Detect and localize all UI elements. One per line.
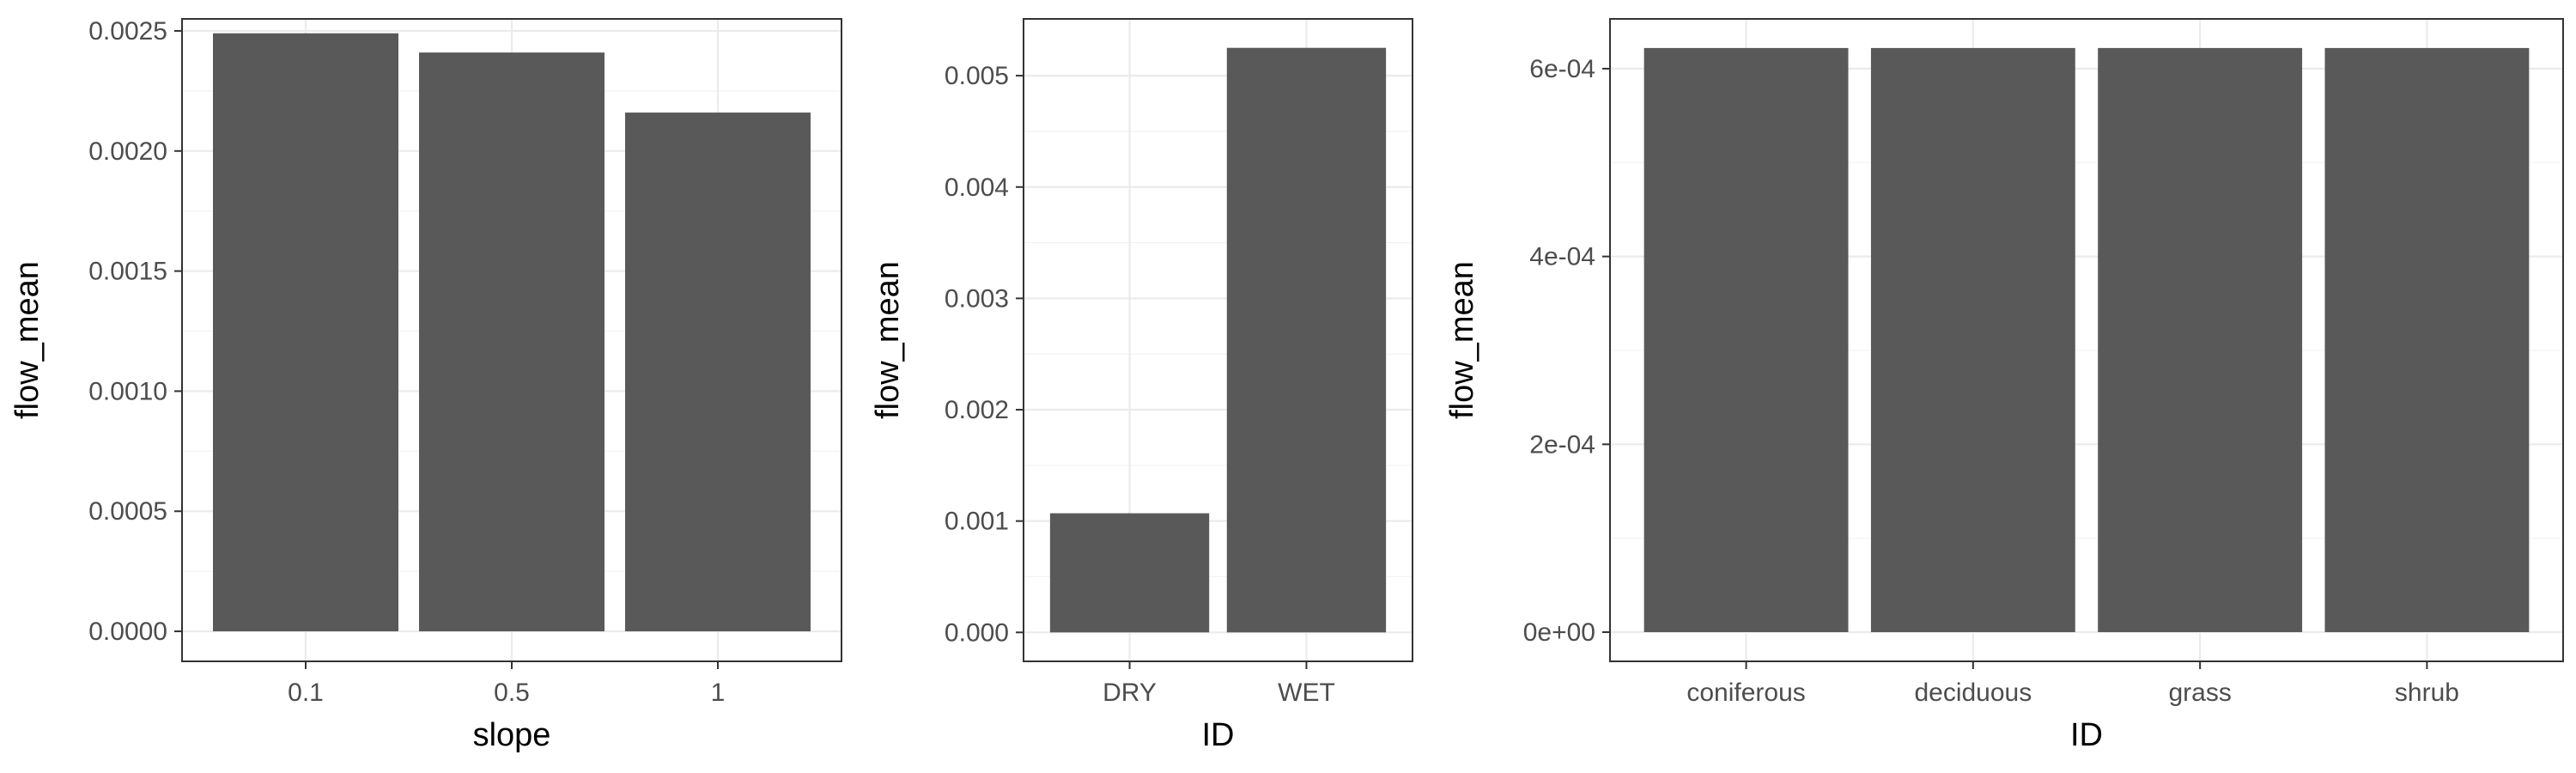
bar (625, 113, 811, 632)
y-tick-label: 0.005 (945, 62, 1009, 90)
y-tick-label: 0.002 (945, 396, 1009, 424)
y-tick-label: 0e+00 (1523, 618, 1595, 647)
y-tick-label: 0.001 (945, 508, 1009, 536)
panel-border (1023, 18, 1413, 662)
y-tick-label: 4e-04 (1529, 243, 1595, 271)
y-tick-label: 0.003 (945, 284, 1009, 313)
bar (2098, 47, 2303, 632)
y-tick-label: 0.0000 (88, 618, 167, 646)
x-tick-label: coniferous (1686, 679, 1805, 707)
x-tick-label: 0.5 (494, 679, 530, 707)
bar (1049, 513, 1210, 633)
y-tick-label: 0.0005 (88, 497, 167, 526)
y-tick-label: 0.0020 (88, 137, 167, 166)
y-tick-label: 0.0010 (88, 377, 167, 405)
bar (1226, 47, 1387, 633)
y-tick-label: 6e-04 (1529, 55, 1595, 83)
y-axis-title: flow_mean (870, 261, 906, 419)
y-axis-title: flow_mean (1444, 261, 1480, 419)
x-axis-title: ID (2070, 717, 2103, 753)
x-tick-label: 0.1 (288, 679, 324, 707)
x-tick-label: grass (2168, 679, 2231, 707)
y-tick-label: 0.0025 (88, 17, 167, 46)
chart-panel: 0e+00 2e-04 4e-04 6e-04 coniferous deciduous g… (1444, 18, 2564, 753)
y-tick-label: 2e-04 (1529, 430, 1595, 459)
chart-panel: 0.000 0.001 0.002 0.003 0.004 0.005 DRY WET ID fl… (870, 18, 1413, 753)
x-tick-label: deciduous (1914, 679, 2032, 707)
x-tick-label: DRY (1103, 679, 1157, 707)
x-tick-label: shrub (2395, 679, 2459, 707)
bar (419, 52, 605, 632)
x-tick-label: WET (1278, 679, 1335, 707)
x-axis-title: ID (1202, 717, 1235, 753)
bar (213, 33, 398, 632)
y-tick-label: 0.0015 (88, 258, 167, 286)
y-tick-label: 0.000 (945, 618, 1009, 647)
bar (1870, 47, 2075, 632)
x-tick-label: 1 (711, 679, 726, 707)
bar (1643, 47, 1849, 632)
chart-panel: 0.0000 0.0005 0.0010 0.0015 0.0020 0.0025 0.1 0… (9, 17, 842, 753)
y-tick-label: 0.004 (945, 173, 1009, 202)
bar (2324, 47, 2530, 632)
panel-border (1609, 18, 2564, 662)
y-axis-title: flow_mean (9, 261, 46, 419)
x-axis-title: slope (473, 717, 551, 753)
